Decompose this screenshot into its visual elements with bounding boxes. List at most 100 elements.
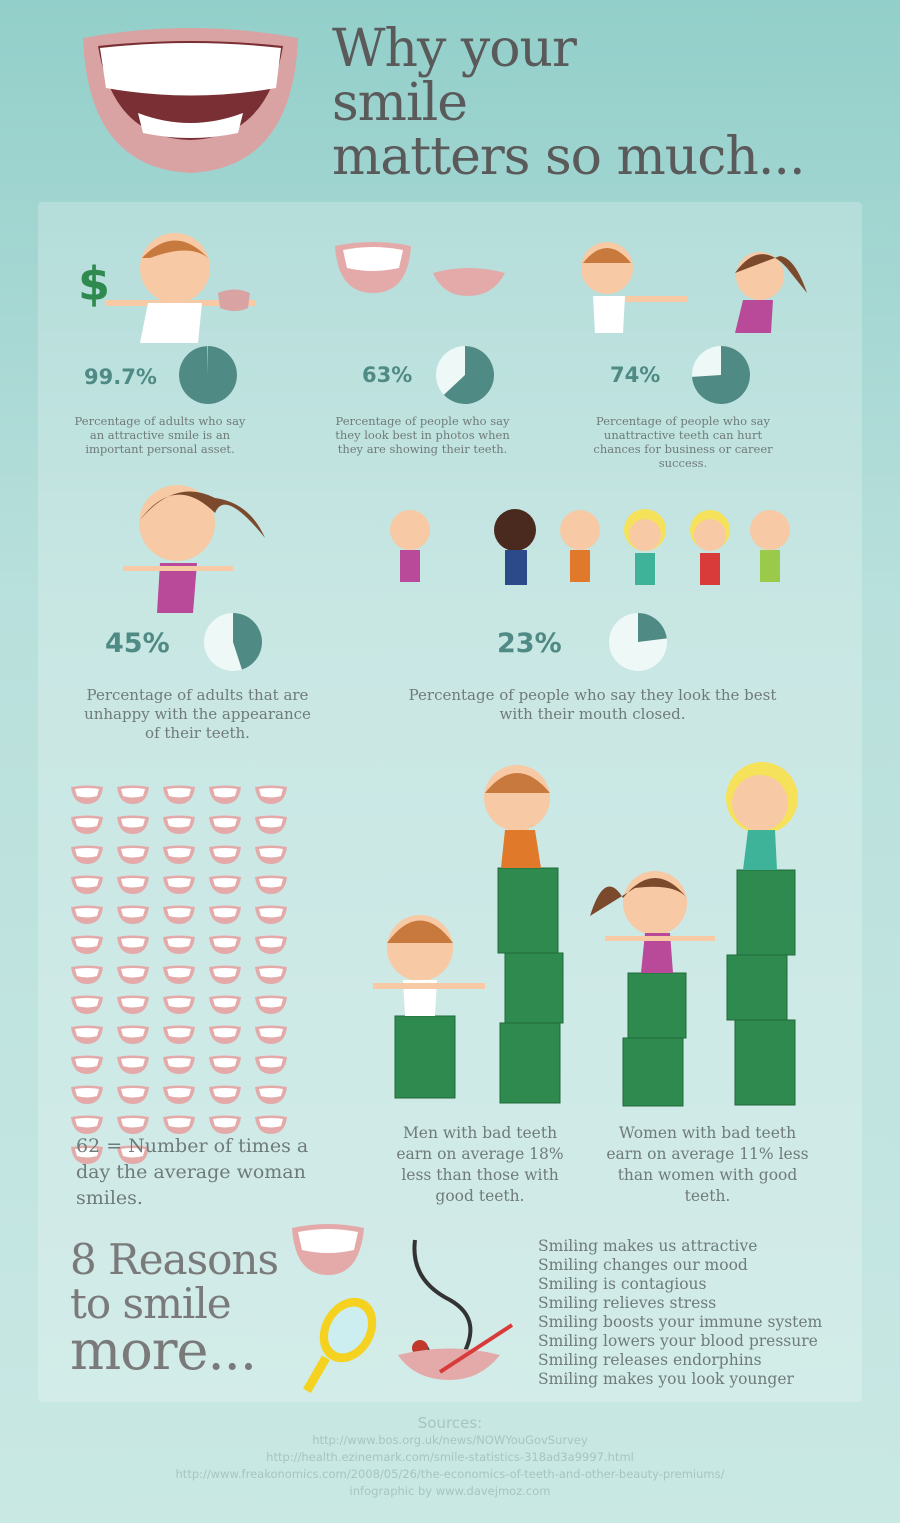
smile-mouth-icon xyxy=(255,935,287,954)
girl-shrugging-illustration xyxy=(123,485,265,613)
smile-mouth-icon xyxy=(71,995,103,1014)
stat-value: 99.7% xyxy=(84,365,157,389)
svg-text:$: $ xyxy=(78,257,110,311)
smile-mouth-icon xyxy=(163,995,195,1014)
smile-mouth-icon xyxy=(71,905,103,924)
smile-mouth-icon xyxy=(255,1055,287,1074)
reasons-list: Smiling makes us attractive Smiling chan… xyxy=(538,1237,822,1389)
big-smile-illustration xyxy=(83,28,298,173)
reason-item: Smiling makes you look younger xyxy=(538,1370,794,1388)
earnings-money-stacks-illustration xyxy=(373,762,798,1107)
smile-mouth-icon xyxy=(209,1025,241,1044)
smile-mouth-icon xyxy=(71,1025,103,1044)
lips-illustration xyxy=(335,242,505,296)
source-link[interactable]: http://health.ezinemark.com/smile-statis… xyxy=(266,1450,634,1464)
smiles-stat-text: 62 = Number of times a day the average w… xyxy=(76,1135,309,1209)
sources-heading: Sources: xyxy=(417,1414,483,1432)
smile-mouth-icon xyxy=(209,875,241,894)
smile-mouth-icon xyxy=(163,875,195,894)
smile-mouth-icon xyxy=(117,1145,149,1164)
men-earnings-text: Men with bad teeth earn on average 18% l… xyxy=(396,1124,564,1205)
title-line: matters so much... xyxy=(332,127,805,187)
smile-mouth-icon xyxy=(117,965,149,984)
smile-mouth-icon xyxy=(117,1115,149,1134)
smile-mouth-icon xyxy=(117,935,149,954)
smile-mouth-icon xyxy=(255,815,287,834)
title-line: Why your xyxy=(332,19,577,79)
stat-description: Percentage of adults who say an attracti… xyxy=(74,414,246,456)
smile-mouth-icon xyxy=(209,1115,241,1134)
credit-link[interactable]: infographic by www.davejmoz.com xyxy=(349,1484,551,1498)
smile-mouth-icon xyxy=(255,965,287,984)
smile-mouth-icon xyxy=(255,785,287,804)
reasons-title-line: more... xyxy=(70,1319,257,1382)
smile-mouth-icon xyxy=(163,1025,195,1044)
smile-mouth-icon xyxy=(255,1025,287,1044)
smile-mouth-icon xyxy=(71,1115,103,1134)
smile-mouth-icon xyxy=(255,1115,287,1134)
group-of-kids-illustration xyxy=(390,509,790,585)
sources: Sources: http://www.bos.org.uk/news/NOWY… xyxy=(0,1415,900,1500)
smile-mouth-icon xyxy=(71,965,103,984)
stat-value: 63% xyxy=(362,363,413,387)
smile-mouth-icon xyxy=(163,1055,195,1074)
smile-mouth-icon xyxy=(209,935,241,954)
women-earnings-text: Women with bad teeth earn on average 11%… xyxy=(606,1124,809,1205)
title-line: smile xyxy=(332,73,468,133)
smile-mouth-icon xyxy=(117,845,149,864)
reason-item: Smiling releases endorphins xyxy=(538,1351,762,1369)
smile-mouth-icon xyxy=(117,905,149,924)
pie-chart xyxy=(204,613,262,671)
smile-mouth-icon xyxy=(117,1085,149,1104)
smile-mouth-icon xyxy=(117,815,149,834)
smile-mouth-icon xyxy=(71,845,103,864)
smile-count-grid xyxy=(70,784,330,1165)
smile-mouth-icon xyxy=(255,905,287,924)
smile-mouth-icon xyxy=(163,785,195,804)
smile-mouth-icon xyxy=(71,1055,103,1074)
stat-value: 74% xyxy=(610,363,661,387)
smile-mouth-icon xyxy=(255,845,287,864)
pie-chart xyxy=(436,346,494,404)
pie-slice xyxy=(179,346,237,404)
reason-item: Smiling changes our mood xyxy=(538,1256,748,1274)
smile-mouth-icon xyxy=(255,875,287,894)
smile-mouth-icon xyxy=(163,1085,195,1104)
stat-value: 23% xyxy=(497,628,562,659)
smile-mouth-icon xyxy=(163,815,195,834)
smile-mouth-icon xyxy=(71,935,103,954)
reason-item: Smiling boosts your immune system xyxy=(538,1313,823,1331)
page-title: Why your smile matters so much... xyxy=(332,19,805,187)
stat-description: Percentage of people who say they look b… xyxy=(335,414,510,456)
smile-mouth-icon xyxy=(71,1085,103,1104)
stat-description: Percentage of adults that are unhappy wi… xyxy=(84,686,311,742)
pie-chart xyxy=(692,346,750,404)
smile-mouth-icon xyxy=(209,785,241,804)
pie-slice xyxy=(638,613,667,642)
smile-mouth-icon xyxy=(163,905,195,924)
smile-mouth-icon xyxy=(71,1145,103,1164)
reason-item: Smiling makes us attractive xyxy=(538,1237,758,1255)
pie-chart xyxy=(179,346,237,404)
smile-mouth-icon xyxy=(163,965,195,984)
source-link[interactable]: http://www.bos.org.uk/news/NOWYouGovSurv… xyxy=(312,1433,588,1447)
smile-mouth-icon xyxy=(209,845,241,864)
stat-description: Percentage of people who say they look t… xyxy=(408,686,777,723)
reasons-title: 8 Reasons to smile more... xyxy=(70,1238,279,1382)
smile-mouth-icon xyxy=(163,1115,195,1134)
stat-value: 45% xyxy=(105,628,170,659)
source-link[interactable]: http://www.freakonomics.com/2008/05/26/t… xyxy=(175,1467,725,1481)
smile-mouth-icon xyxy=(163,935,195,954)
stat-description: Percentage of people who say unattractiv… xyxy=(593,414,773,470)
smile-mouth-icon xyxy=(71,815,103,834)
smile-mouth-icon xyxy=(71,785,103,804)
smile-mouth-icon xyxy=(255,995,287,1014)
smile-mouth-icon xyxy=(117,875,149,894)
smile-mouth-icon xyxy=(117,995,149,1014)
man-and-surprised-girl-illustration xyxy=(581,242,807,333)
reason-item: Smiling lowers your blood pressure xyxy=(538,1332,818,1350)
smile-mouth-icon xyxy=(209,1055,241,1074)
smile-mouth-icon xyxy=(117,785,149,804)
pie-slice xyxy=(692,346,750,404)
smile-mouth-icon xyxy=(209,965,241,984)
